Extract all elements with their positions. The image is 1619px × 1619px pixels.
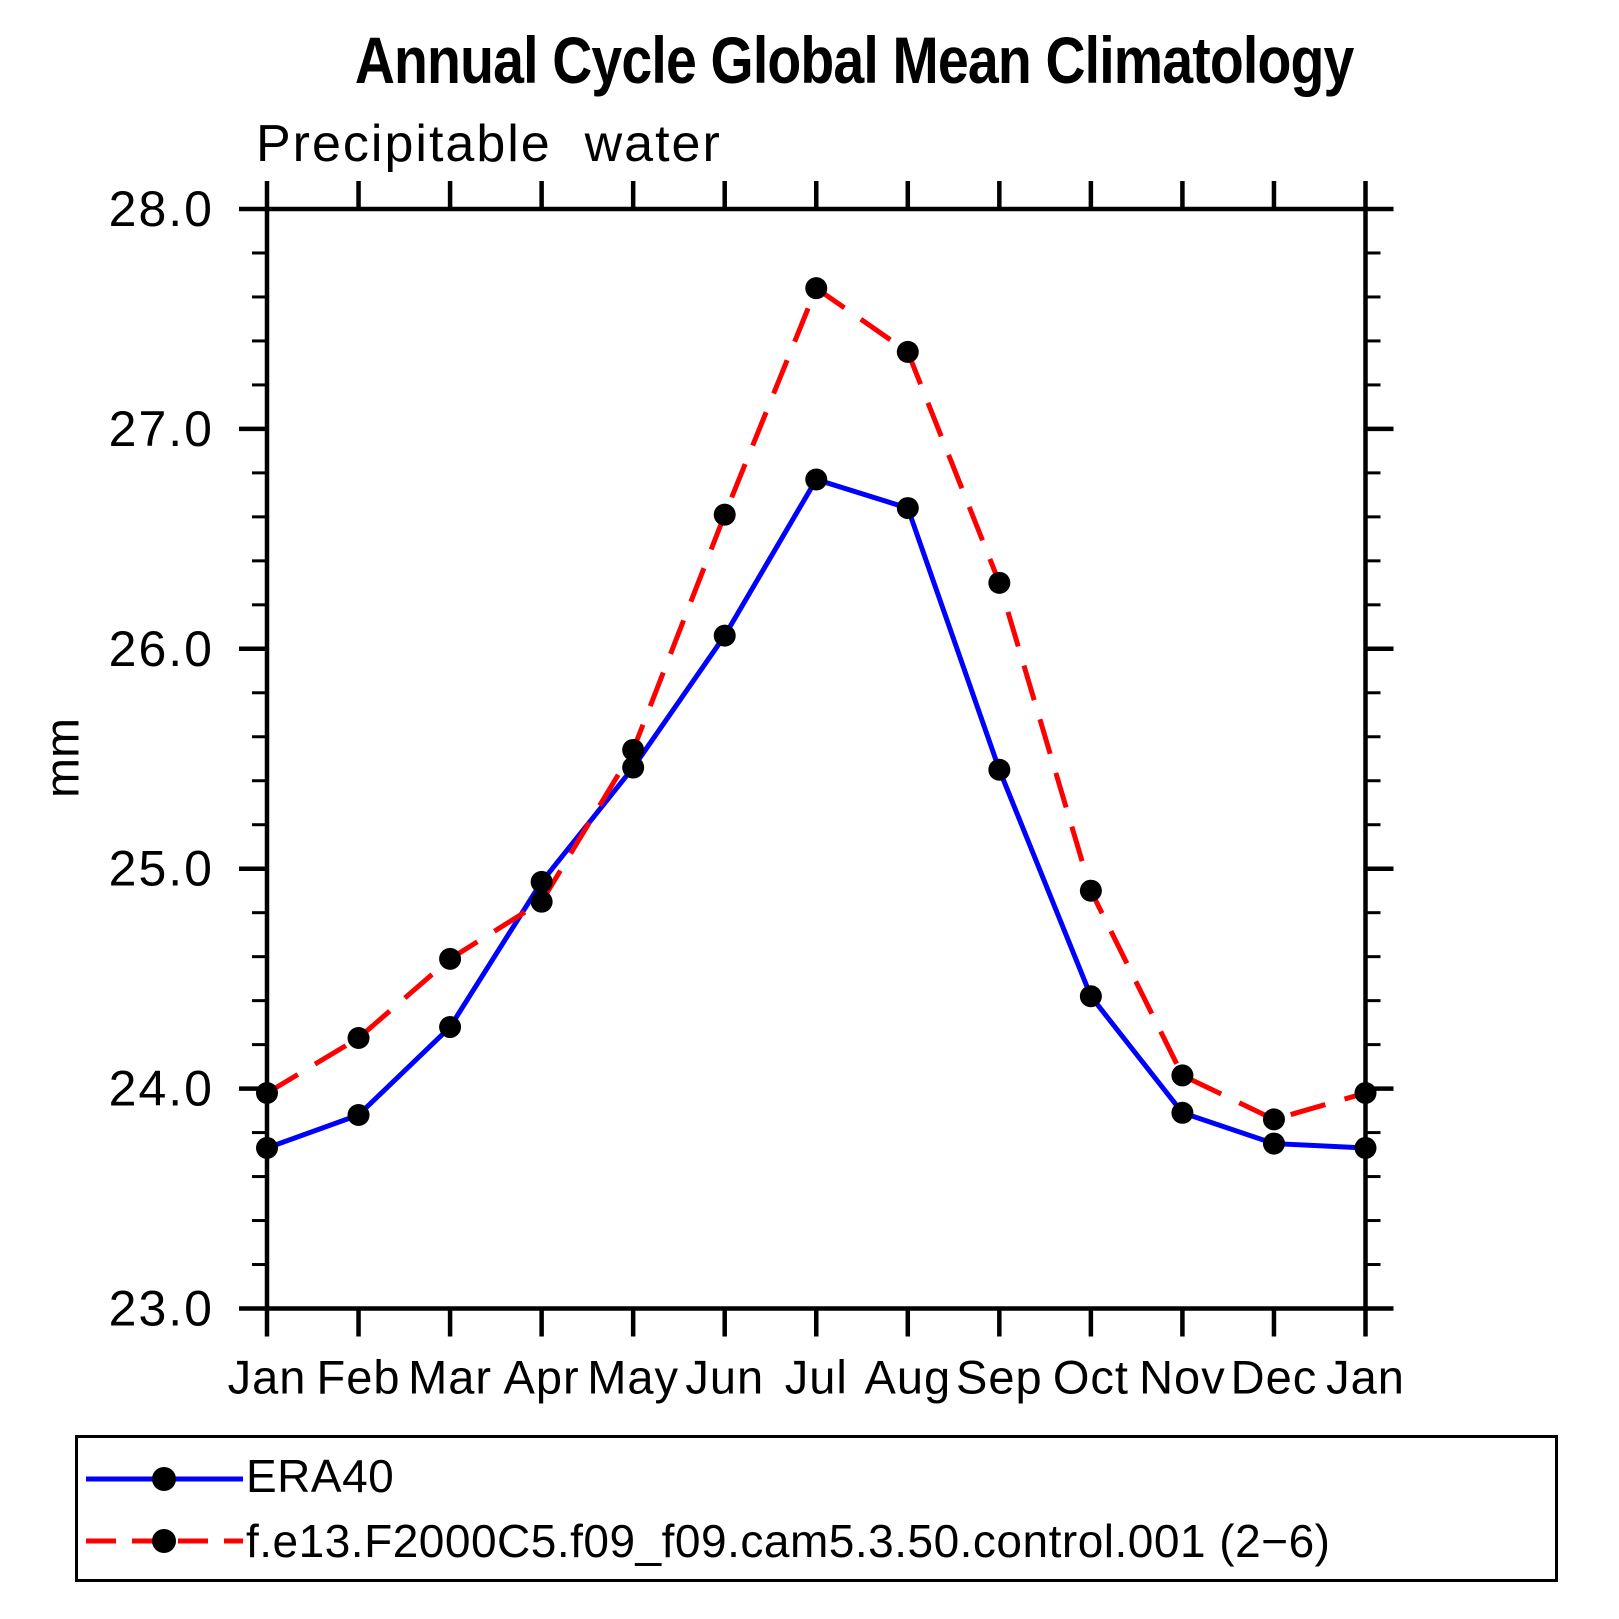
- series-line-era40: [266, 476, 1366, 1151]
- y-tick-label: 26.0: [109, 621, 214, 677]
- data-marker: [256, 1136, 278, 1159]
- legend-label-era40: ERA40: [246, 1450, 395, 1502]
- x-tick-label: Jan: [1326, 1351, 1405, 1404]
- x-tick-label: Jan: [228, 1351, 307, 1404]
- data-marker: [896, 340, 919, 363]
- x-tick-label: Nov: [1139, 1351, 1226, 1404]
- x-tick-label: May: [587, 1351, 679, 1404]
- data-marker: [530, 890, 553, 913]
- x-tick-label: Jun: [685, 1351, 764, 1404]
- legend-row-era40: ERA40: [80, 1444, 394, 1508]
- data-marker: [347, 1027, 370, 1050]
- data-marker: [622, 738, 645, 761]
- x-tick-label: Mar: [408, 1351, 492, 1404]
- data-marker: [805, 277, 828, 300]
- data-marker: [439, 947, 462, 970]
- legend-box: ERA40 f.e13.F2000C5.f09_f09.cam5.3.50.co…: [75, 1435, 1558, 1582]
- x-tick-label: Oct: [1053, 1351, 1129, 1404]
- data-marker: [988, 571, 1011, 594]
- y-tick-label: 27.0: [109, 401, 214, 457]
- plot-frame: [264, 206, 1368, 1311]
- x-tick-label: Dec: [1231, 1351, 1318, 1404]
- y-tick-label: 25.0: [109, 841, 214, 897]
- y-tick-label: 24.0: [109, 1061, 214, 1117]
- data-marker: [1354, 1136, 1377, 1159]
- legend-marker-icon: [152, 1467, 176, 1491]
- legend-marker-icon: [152, 1529, 176, 1553]
- y-tick-label: 28.0: [109, 181, 214, 237]
- data-marker: [1171, 1064, 1194, 1087]
- data-marker: [713, 503, 736, 526]
- x-tick-label: Apr: [504, 1351, 580, 1404]
- data-marker: [1171, 1101, 1194, 1124]
- data-marker: [805, 468, 828, 491]
- data-marker: [1079, 879, 1102, 902]
- data-marker: [1079, 985, 1102, 1008]
- chart-title: Annual Cycle Global Mean Climatology: [354, 23, 1354, 97]
- x-tick-label: Aug: [864, 1351, 951, 1404]
- legend-row-model: f.e13.F2000C5.f09_f09.cam5.3.50.control.…: [80, 1509, 1330, 1573]
- data-marker: [347, 1103, 370, 1126]
- data-marker: [622, 756, 645, 779]
- x-tick-label: Jul: [785, 1351, 848, 1404]
- data-marker: [1262, 1108, 1285, 1131]
- data-marker: [256, 1081, 278, 1104]
- data-marker: [896, 497, 919, 520]
- series-line-model: [265, 284, 1367, 1123]
- y-tick-label: 23.0: [109, 1281, 214, 1337]
- legend-sample-era40: [86, 1467, 243, 1491]
- x-tick-label: Feb: [317, 1351, 401, 1404]
- legend-label-model: f.e13.F2000C5.f09_f09.cam5.3.50.control.…: [246, 1515, 1331, 1567]
- data-marker: [713, 624, 736, 647]
- data-marker: [1354, 1081, 1377, 1104]
- data-marker: [530, 870, 553, 893]
- data-marker: [439, 1016, 462, 1039]
- data-marker: [988, 758, 1011, 781]
- data-marker: [1262, 1132, 1285, 1155]
- chart-subtitle: Precipitable water: [256, 115, 722, 173]
- legend-sample-model: [86, 1529, 243, 1553]
- x-tick-label: Sep: [956, 1351, 1043, 1404]
